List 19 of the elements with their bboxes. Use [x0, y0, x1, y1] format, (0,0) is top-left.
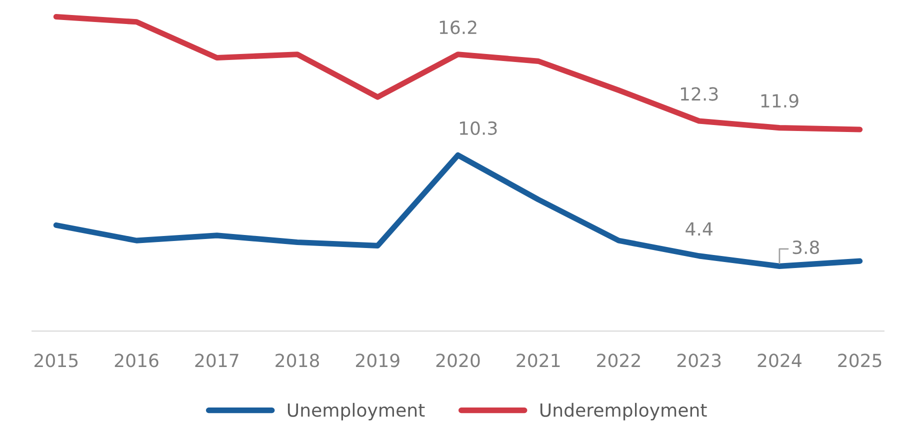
x-tick-label: 2019 [356, 354, 400, 368]
data-label: 10.3 [460, 121, 497, 135]
x-tick-label: 2025 [838, 354, 882, 368]
data-label: 12.3 [680, 87, 718, 101]
legend-label: Unemployment [288, 402, 425, 420]
data-label: 16.2 [440, 20, 476, 34]
data-label: 4.4 [686, 222, 712, 236]
x-tick-label: 2024 [758, 354, 802, 368]
x-tick-label: 2020 [436, 354, 480, 368]
data-label: 11.9 [761, 94, 798, 108]
x-tick-label: 2023 [677, 354, 721, 368]
x-tick-label: 2022 [597, 354, 640, 368]
x-tick-label: 2018 [276, 354, 320, 368]
data-label: 3.8 [792, 240, 819, 254]
x-tick-label: 2021 [516, 354, 560, 368]
x-tick-label: 2015 [34, 354, 78, 368]
legend-label: Underemployment [540, 402, 707, 420]
x-tick-label: 2016 [114, 354, 158, 368]
x-tick-label: 2017 [195, 354, 238, 368]
